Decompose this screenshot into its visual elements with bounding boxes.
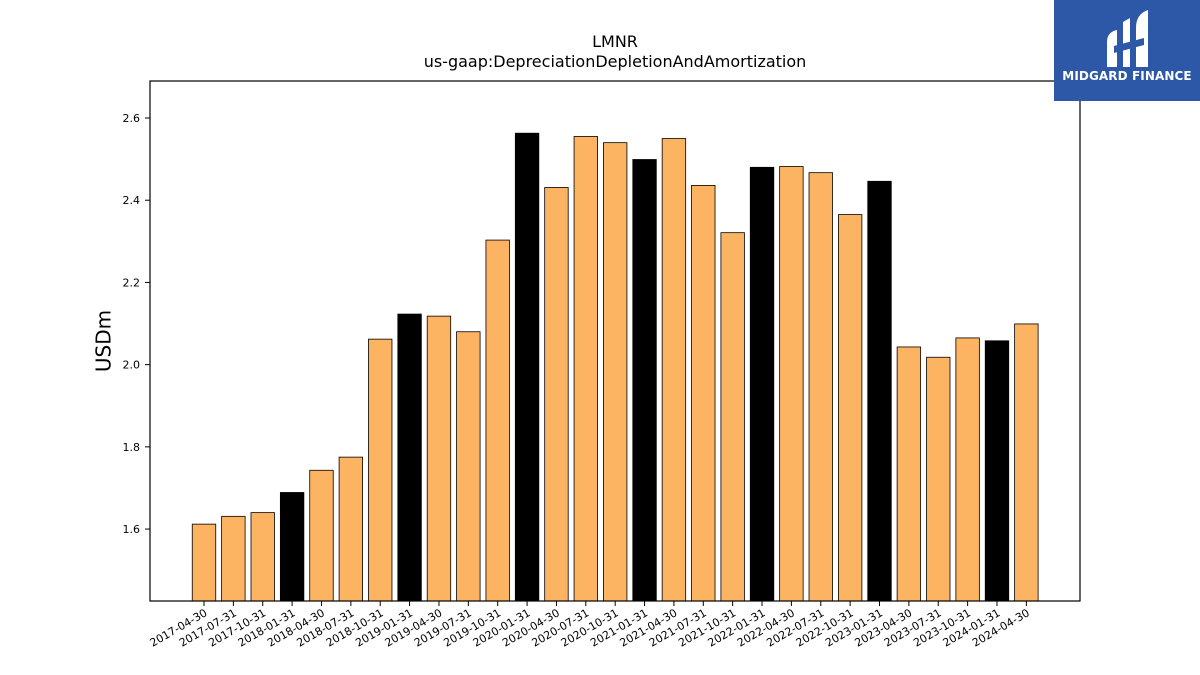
bar [896, 346, 922, 602]
bar [573, 136, 598, 602]
bar [544, 187, 569, 602]
bar [603, 142, 628, 602]
bar [426, 315, 452, 602]
bar [485, 239, 510, 602]
logo-mark-icon [1107, 10, 1148, 67]
bar [338, 456, 364, 602]
bar [632, 159, 657, 602]
logo-text: MIDGARD FINANCE [1062, 69, 1192, 83]
bar [661, 138, 687, 602]
bar [779, 166, 804, 602]
bar [250, 512, 275, 602]
y-axis: 1.6 1.8 2.0 2.2 2.4 2.6 [123, 112, 150, 536]
bar [397, 313, 422, 602]
bar [221, 515, 246, 602]
y-tick-label: 2.6 [123, 112, 141, 125]
midgard-finance-logo: MIDGARD FINANCE [1054, 0, 1200, 101]
chart-title: LMNR [592, 32, 638, 51]
bar [926, 356, 951, 602]
bar [720, 232, 745, 602]
x-axis: 2017-04-302017-07-312017-10-312018-01-31… [148, 601, 1032, 650]
bar [191, 523, 217, 602]
plot-frame [149, 80, 1081, 602]
bar [837, 214, 863, 602]
chart-subtitle: us-gaap:DepreciationDepletionAndAmortiza… [423, 52, 807, 71]
bar [456, 331, 481, 602]
bar [808, 172, 833, 602]
y-tick-label: 1.8 [123, 441, 141, 454]
y-axis-label: USDm [92, 310, 116, 372]
bar [309, 469, 334, 602]
bar [368, 338, 393, 602]
bar [691, 185, 716, 602]
y-tick-label: 2.0 [123, 359, 141, 372]
y-tick-label: 1.6 [123, 523, 141, 536]
bar [749, 166, 775, 602]
bar [955, 337, 980, 602]
bar [514, 132, 540, 602]
bar [279, 492, 305, 602]
y-tick-label: 2.2 [123, 276, 141, 289]
bar [1014, 323, 1039, 602]
bar [984, 340, 1010, 602]
bar [867, 180, 892, 602]
y-tick-label: 2.4 [123, 194, 141, 207]
bars-group [191, 132, 1039, 602]
